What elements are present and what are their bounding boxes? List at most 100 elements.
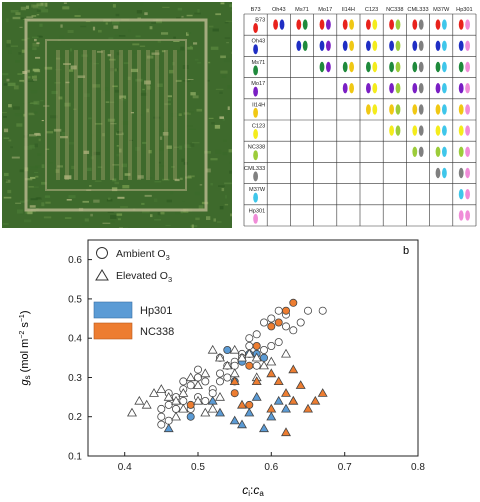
row-label: M37W <box>249 187 266 193</box>
vegetation-patch <box>157 83 163 87</box>
x-tick-label: 0.4 <box>118 462 132 473</box>
vegetation-patch <box>27 211 33 215</box>
vegetation-patch <box>173 36 176 39</box>
vegetation-patch <box>65 81 70 84</box>
vegetation-patch <box>188 111 194 114</box>
vegetation-patch <box>131 68 138 73</box>
vegetation-patch <box>20 200 26 203</box>
vegetation-patch <box>115 13 120 17</box>
vegetation-patch <box>62 6 70 10</box>
cross-seed-female <box>273 19 278 30</box>
cross-seed-female <box>458 61 464 73</box>
vegetation-patch <box>123 62 129 64</box>
vegetation-patch <box>139 113 143 117</box>
vegetation-patch <box>163 128 170 132</box>
crop-row <box>137 50 141 180</box>
vegetation-patch <box>36 3 42 7</box>
vegetation-patch <box>139 45 146 47</box>
cross-seed-female <box>435 83 441 94</box>
vegetation-patch <box>56 57 61 60</box>
column-label: NC338 <box>386 7 403 13</box>
vegetation-patch <box>209 25 214 28</box>
data-point-triangle <box>317 388 328 397</box>
vegetation-patch <box>223 58 232 63</box>
vegetation-patch <box>156 65 160 70</box>
vegetation-patch <box>113 25 119 29</box>
vegetation-patch <box>161 32 169 35</box>
legend-swatch-hp301 <box>93 301 133 319</box>
data-point-circle <box>259 318 268 327</box>
vegetation-patch <box>214 124 221 129</box>
vegetation-patch <box>227 106 230 110</box>
vegetation-patch <box>26 16 34 18</box>
cross-seed-male <box>395 125 401 136</box>
vegetation-patch <box>29 205 36 208</box>
vegetation-patch <box>129 139 133 141</box>
vegetation-patch <box>18 52 22 55</box>
cross-seed-female <box>366 61 371 73</box>
parent-seed <box>253 44 258 55</box>
cross-seed-female <box>319 61 325 73</box>
cross-seed-female <box>389 104 394 115</box>
vegetation-patch <box>119 56 122 58</box>
data-point-triangle <box>244 348 255 358</box>
cross-seed-male <box>349 40 354 51</box>
parent-seed <box>253 192 258 203</box>
vegetation-patch <box>215 13 221 16</box>
vegetation-patch <box>198 205 204 209</box>
vegetation-patch <box>51 90 58 95</box>
vegetation-patch <box>34 38 37 42</box>
vegetation-patch <box>6 43 10 48</box>
data-point-circle <box>223 373 232 382</box>
vegetation-patch <box>107 197 111 201</box>
vegetation-patch <box>141 202 145 205</box>
parent-seed <box>253 86 258 97</box>
data-point-circle <box>245 400 254 409</box>
vegetation-patch <box>166 145 172 149</box>
vegetation-patch <box>58 96 63 100</box>
data-point-triangle <box>178 388 189 397</box>
vegetation-patch <box>89 185 92 187</box>
data-point-circle <box>318 306 327 315</box>
row-label: Il14H <box>252 102 265 108</box>
vegetation-patch <box>218 185 225 187</box>
vegetation-patch <box>107 118 116 122</box>
vegetation-patch <box>187 31 192 35</box>
vegetation-patch <box>85 21 91 23</box>
vegetation-patch <box>35 197 41 199</box>
cross-seed-male <box>418 83 424 94</box>
vegetation-patch <box>188 128 196 130</box>
vegetation-patch <box>184 144 192 149</box>
data-point-triangle <box>281 388 291 397</box>
cross-seed-female <box>412 40 418 51</box>
row-label: Oh43 <box>252 39 266 45</box>
vegetation-patch <box>140 92 148 96</box>
vegetation-patch <box>107 54 111 57</box>
crop-row <box>74 50 78 180</box>
vegetation-patch <box>21 38 27 41</box>
data-point-triangle <box>229 415 240 425</box>
vegetation-patch <box>227 85 232 89</box>
data-point-triangle <box>127 407 137 417</box>
vegetation-patch <box>36 9 42 12</box>
vegetation-patch <box>173 41 180 42</box>
vegetation-patch <box>29 166 38 170</box>
data-point-circle <box>252 342 261 351</box>
data-point-circle <box>186 381 195 390</box>
vegetation-patch <box>105 101 110 103</box>
vegetation-patch <box>154 219 161 221</box>
vegetation-patch <box>7 82 16 87</box>
vegetation-patch <box>49 162 53 164</box>
vegetation-patch <box>181 158 185 162</box>
data-point-triangle <box>193 380 203 389</box>
cross-seed-female <box>458 40 464 51</box>
data-point-triangle <box>156 384 167 393</box>
vegetation-patch <box>71 165 75 169</box>
vegetation-patch <box>179 145 183 150</box>
vegetation-patch <box>12 106 20 110</box>
parent-seed <box>253 23 258 33</box>
vegetation-patch <box>185 125 194 128</box>
vegetation-patch <box>53 128 62 132</box>
data-point-circle <box>186 412 195 421</box>
cross-seed-female <box>342 61 348 73</box>
